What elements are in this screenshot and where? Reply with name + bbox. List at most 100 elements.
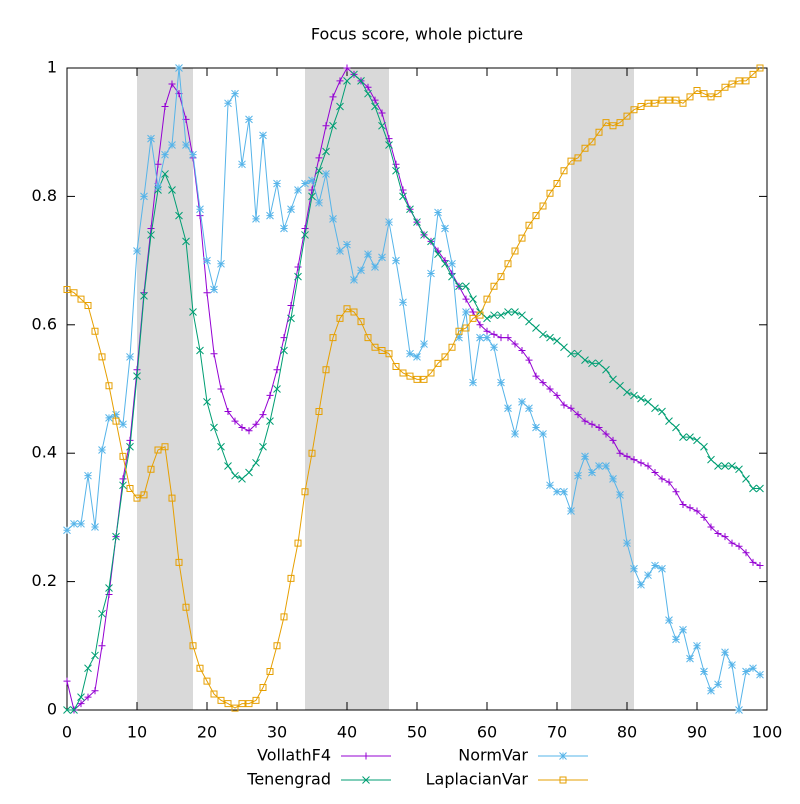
point	[63, 526, 71, 535]
point	[749, 484, 757, 493]
point	[343, 240, 351, 249]
point	[175, 64, 183, 72]
point	[105, 590, 113, 598]
point	[630, 456, 638, 464]
point	[224, 407, 232, 415]
point	[105, 414, 113, 422]
point	[714, 680, 722, 689]
point	[126, 353, 134, 361]
point	[203, 289, 211, 297]
point	[483, 314, 491, 323]
point	[112, 410, 120, 419]
point	[231, 471, 239, 480]
point	[455, 333, 463, 342]
point	[742, 475, 750, 483]
point	[462, 324, 470, 332]
x-tick-label: 30	[267, 723, 287, 742]
point	[581, 452, 589, 461]
x-tick-label: 100	[752, 723, 783, 742]
point	[728, 661, 736, 669]
x-tick-label: 20	[197, 723, 217, 742]
point	[336, 102, 344, 111]
point	[518, 234, 526, 242]
point	[693, 641, 701, 650]
point	[350, 70, 358, 79]
point	[504, 260, 512, 268]
point	[77, 295, 85, 303]
point	[259, 684, 267, 692]
point	[567, 507, 575, 515]
legend-marker	[559, 776, 567, 784]
point	[455, 282, 463, 291]
point	[133, 494, 141, 502]
point	[679, 433, 687, 442]
point	[392, 363, 400, 371]
point	[574, 349, 582, 358]
point	[189, 150, 197, 159]
point	[252, 696, 260, 704]
x-tick-label: 80	[617, 723, 637, 742]
point	[756, 562, 764, 570]
point	[378, 346, 386, 354]
point	[686, 433, 694, 442]
point	[308, 176, 316, 185]
point	[119, 452, 127, 460]
legend-label: LaplacianVar	[426, 770, 529, 789]
point	[602, 430, 610, 438]
point	[98, 609, 106, 618]
series	[63, 70, 764, 714]
point	[154, 446, 162, 454]
point	[714, 90, 722, 98]
point	[280, 224, 288, 233]
point	[189, 308, 197, 316]
point	[672, 96, 680, 104]
point	[147, 134, 155, 143]
point	[336, 314, 344, 322]
point	[406, 349, 414, 358]
point	[588, 138, 596, 146]
point	[469, 314, 477, 322]
point	[665, 96, 673, 104]
point	[399, 298, 407, 307]
point	[168, 494, 176, 502]
point	[238, 475, 246, 483]
point	[679, 625, 687, 634]
point	[210, 285, 218, 294]
point	[483, 295, 491, 303]
y-tick-label: 0	[47, 700, 57, 719]
point	[595, 128, 603, 136]
point	[707, 93, 715, 101]
point	[518, 311, 526, 320]
point	[91, 651, 99, 660]
point	[749, 558, 757, 566]
point	[644, 571, 652, 580]
point	[294, 539, 302, 547]
point	[259, 442, 267, 451]
point	[371, 96, 379, 104]
point	[672, 488, 680, 496]
point	[91, 327, 99, 335]
point	[623, 112, 631, 120]
point	[686, 504, 694, 512]
point	[490, 282, 498, 290]
point	[217, 385, 225, 393]
point	[301, 179, 309, 188]
point	[560, 401, 568, 409]
point	[609, 375, 617, 384]
point	[483, 333, 491, 342]
point	[679, 99, 687, 107]
point	[112, 532, 120, 541]
point	[343, 76, 351, 85]
point	[525, 221, 533, 229]
point	[735, 465, 743, 474]
point	[441, 224, 449, 233]
point	[686, 654, 694, 663]
point	[119, 475, 127, 483]
point	[329, 93, 337, 101]
point	[378, 253, 386, 262]
point	[392, 160, 400, 168]
point	[301, 231, 309, 239]
point	[588, 359, 596, 368]
point	[539, 430, 547, 438]
point	[497, 273, 505, 281]
